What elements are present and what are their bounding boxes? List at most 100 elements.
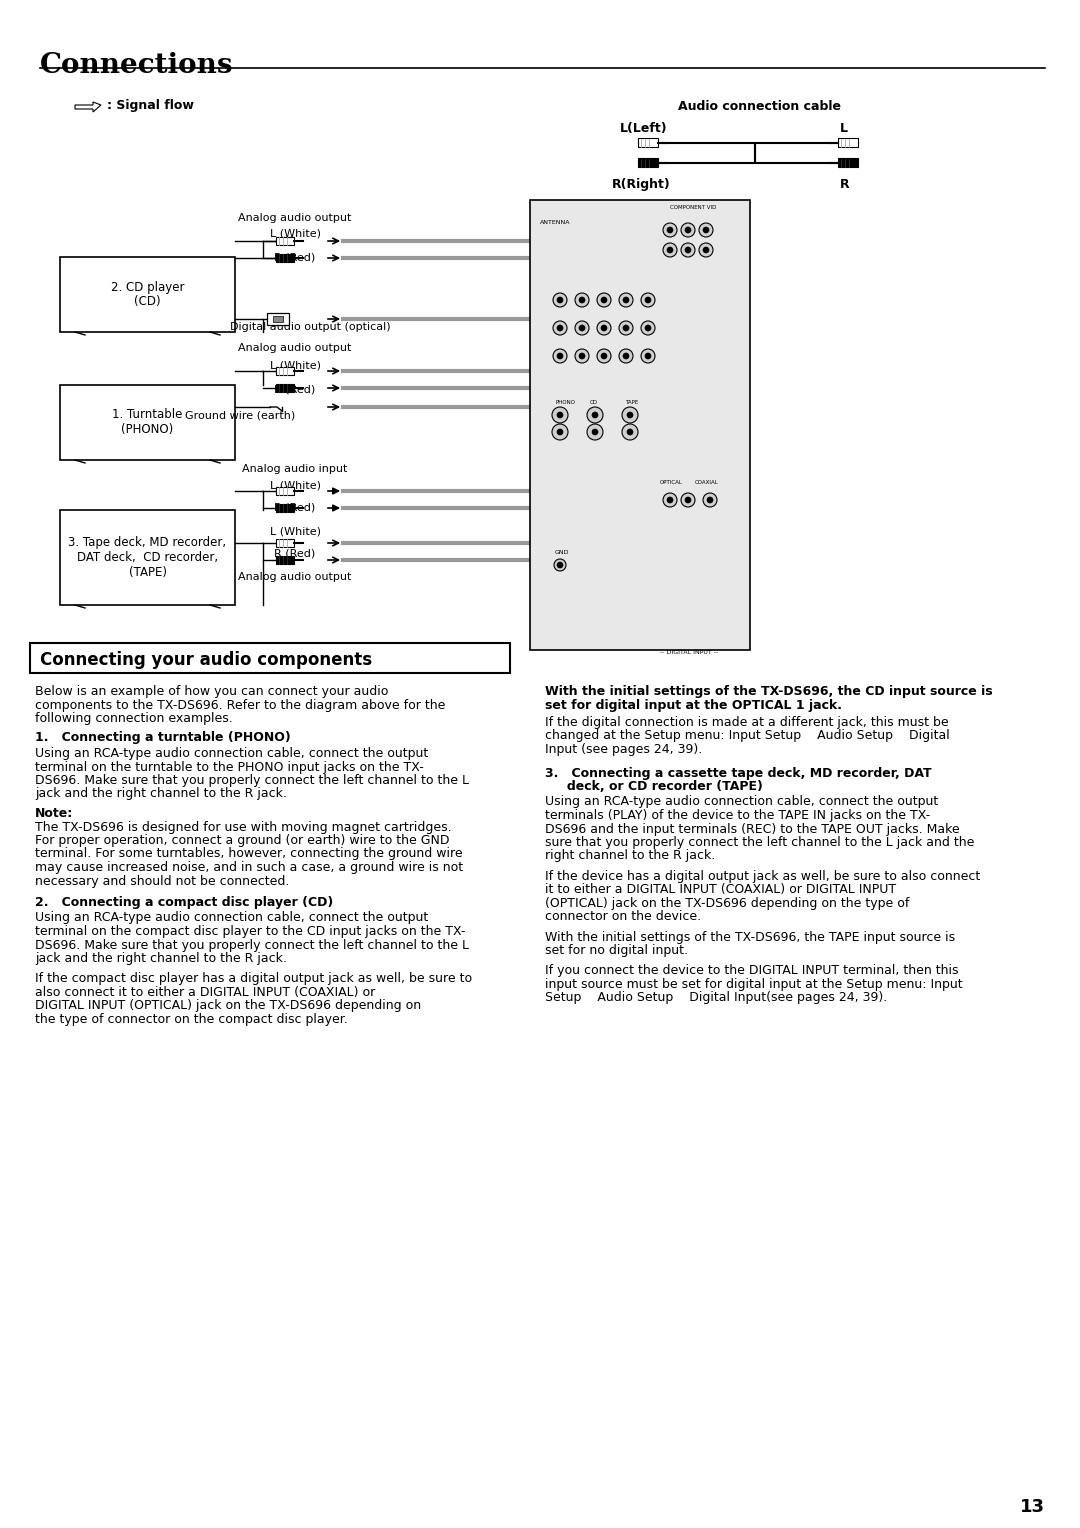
Text: Setup    Audio Setup    Digital Input(see pages 24, 39).: Setup Audio Setup Digital Input(see page…	[545, 992, 888, 1004]
Circle shape	[553, 348, 567, 364]
Bar	[276, 487, 294, 495]
Text: Note:: Note:	[35, 807, 73, 821]
Circle shape	[592, 413, 598, 419]
Circle shape	[619, 321, 633, 335]
Text: The TX-DS696 is designed for use with moving magnet cartridges.: The TX-DS696 is designed for use with mo…	[35, 821, 451, 833]
Text: terminal on the turntable to the PHONO input jacks on the TX-: terminal on the turntable to the PHONO i…	[35, 761, 423, 773]
Circle shape	[623, 353, 629, 359]
Text: may cause increased noise, and in such a case, a ground wire is not: may cause increased noise, and in such a…	[35, 860, 463, 874]
Text: Using an RCA-type audio connection cable, connect the output: Using an RCA-type audio connection cable…	[35, 747, 429, 759]
Bar	[530, 200, 750, 649]
Text: L (White): L (White)	[270, 228, 321, 238]
Text: If you connect the device to the DIGITAL INPUT terminal, then this: If you connect the device to the DIGITAL…	[545, 964, 959, 978]
Circle shape	[627, 413, 633, 419]
Circle shape	[575, 293, 589, 307]
Text: DIGITAL INPUT (OPTICAL) jack on the TX-DS696 depending on: DIGITAL INPUT (OPTICAL) jack on the TX-D…	[35, 999, 421, 1012]
Circle shape	[557, 325, 563, 332]
Text: GND: GND	[555, 550, 569, 555]
Text: 3. Tape deck, MD recorder,
DAT deck,  CD recorder,
(TAPE): 3. Tape deck, MD recorder, DAT deck, CD …	[68, 536, 227, 579]
Text: set for no digital input.: set for no digital input.	[545, 944, 688, 957]
Bar	[60, 510, 235, 605]
Text: necessary and should not be connected.: necessary and should not be connected.	[35, 874, 289, 888]
Circle shape	[645, 296, 651, 303]
Circle shape	[592, 429, 598, 435]
Text: Connecting your audio components: Connecting your audio components	[40, 651, 373, 669]
Text: R (Red): R (Red)	[274, 384, 315, 394]
Bar	[276, 504, 294, 512]
Circle shape	[579, 296, 585, 303]
Circle shape	[642, 321, 654, 335]
Text: R (Red): R (Red)	[274, 252, 315, 261]
Bar	[60, 385, 235, 460]
Circle shape	[575, 321, 589, 335]
Text: terminal. For some turntables, however, connecting the ground wire: terminal. For some turntables, however, …	[35, 848, 462, 860]
Circle shape	[642, 348, 654, 364]
Circle shape	[699, 243, 713, 257]
Circle shape	[645, 353, 651, 359]
Bar	[276, 384, 294, 393]
Bar	[276, 237, 294, 244]
Text: R (Red): R (Red)	[274, 503, 315, 513]
Text: L: L	[840, 122, 848, 134]
Circle shape	[554, 559, 566, 571]
Text: : Signal flow: : Signal flow	[107, 98, 194, 112]
Circle shape	[622, 406, 638, 423]
Circle shape	[557, 353, 563, 359]
Text: terminals (PLAY) of the device to the TAPE IN jacks on the TX-: terminals (PLAY) of the device to the TA…	[545, 808, 930, 822]
Circle shape	[600, 325, 607, 332]
Bar	[276, 254, 294, 261]
Bar	[30, 643, 510, 672]
Text: terminal on the compact disc player to the CD input jacks on the TX-: terminal on the compact disc player to t…	[35, 924, 465, 938]
Text: changed at the Setup menu: Input Setup    Audio Setup    Digital: changed at the Setup menu: Input Setup A…	[545, 729, 949, 743]
Bar	[838, 138, 858, 147]
Text: Audio connection cable: Audio connection cable	[678, 99, 841, 113]
Text: PHONO: PHONO	[555, 400, 575, 405]
Bar	[60, 257, 235, 332]
Circle shape	[703, 494, 717, 507]
Circle shape	[557, 429, 563, 435]
Text: If the compact disc player has a digital output jack as well, be sure to: If the compact disc player has a digital…	[35, 972, 472, 986]
Bar	[276, 556, 294, 564]
Circle shape	[553, 321, 567, 335]
Circle shape	[667, 228, 673, 232]
Text: R (Red): R (Red)	[274, 549, 315, 559]
Circle shape	[619, 348, 633, 364]
Circle shape	[681, 494, 696, 507]
Text: set for digital input at the OPTICAL 1 jack.: set for digital input at the OPTICAL 1 j…	[545, 698, 842, 712]
Circle shape	[552, 406, 568, 423]
Circle shape	[557, 296, 563, 303]
Circle shape	[623, 325, 629, 332]
Text: jack and the right channel to the R jack.: jack and the right channel to the R jack…	[35, 787, 287, 801]
Circle shape	[597, 321, 611, 335]
Text: If the digital connection is made at a different jack, this must be: If the digital connection is made at a d…	[545, 717, 948, 729]
Bar	[273, 316, 283, 322]
Text: TAPE: TAPE	[625, 400, 638, 405]
Text: ANTENNA: ANTENNA	[540, 220, 570, 225]
Circle shape	[600, 353, 607, 359]
Circle shape	[588, 423, 603, 440]
Text: 1.   Connecting a turntable (PHONO): 1. Connecting a turntable (PHONO)	[35, 732, 291, 744]
Circle shape	[553, 293, 567, 307]
Text: DS696. Make sure that you properly connect the left channel to the L: DS696. Make sure that you properly conne…	[35, 938, 469, 952]
Text: With the initial settings of the TX-DS696, the TAPE input source is: With the initial settings of the TX-DS69…	[545, 931, 955, 943]
Text: it to either a DIGITAL INPUT (COAXIAL) or DIGITAL INPUT: it to either a DIGITAL INPUT (COAXIAL) o…	[545, 883, 896, 897]
Bar	[276, 367, 294, 374]
Text: Digital audio output (optical): Digital audio output (optical)	[230, 322, 390, 332]
Text: -- DIGITAL INPUT --: -- DIGITAL INPUT --	[660, 649, 718, 656]
Text: Input (see pages 24, 39).: Input (see pages 24, 39).	[545, 743, 702, 756]
Text: DS696 and the input terminals (REC) to the TAPE OUT jacks. Make: DS696 and the input terminals (REC) to t…	[545, 822, 960, 836]
Bar	[638, 157, 658, 167]
Text: Analog audio output: Analog audio output	[239, 342, 352, 353]
Text: Ground wire (earth): Ground wire (earth)	[185, 410, 295, 420]
Circle shape	[622, 423, 638, 440]
Circle shape	[681, 243, 696, 257]
Text: CD: CD	[590, 400, 598, 405]
Circle shape	[667, 248, 673, 254]
Text: Connections: Connections	[40, 52, 233, 79]
Text: sure that you properly connect the left channel to the L jack and the: sure that you properly connect the left …	[545, 836, 974, 850]
Text: connector on the device.: connector on the device.	[545, 911, 701, 923]
Text: 1. Turntable
(PHONO): 1. Turntable (PHONO)	[112, 408, 183, 437]
Circle shape	[685, 248, 691, 254]
Circle shape	[703, 248, 708, 254]
Text: For proper operation, connect a ground (or earth) wire to the GND: For proper operation, connect a ground (…	[35, 834, 449, 847]
